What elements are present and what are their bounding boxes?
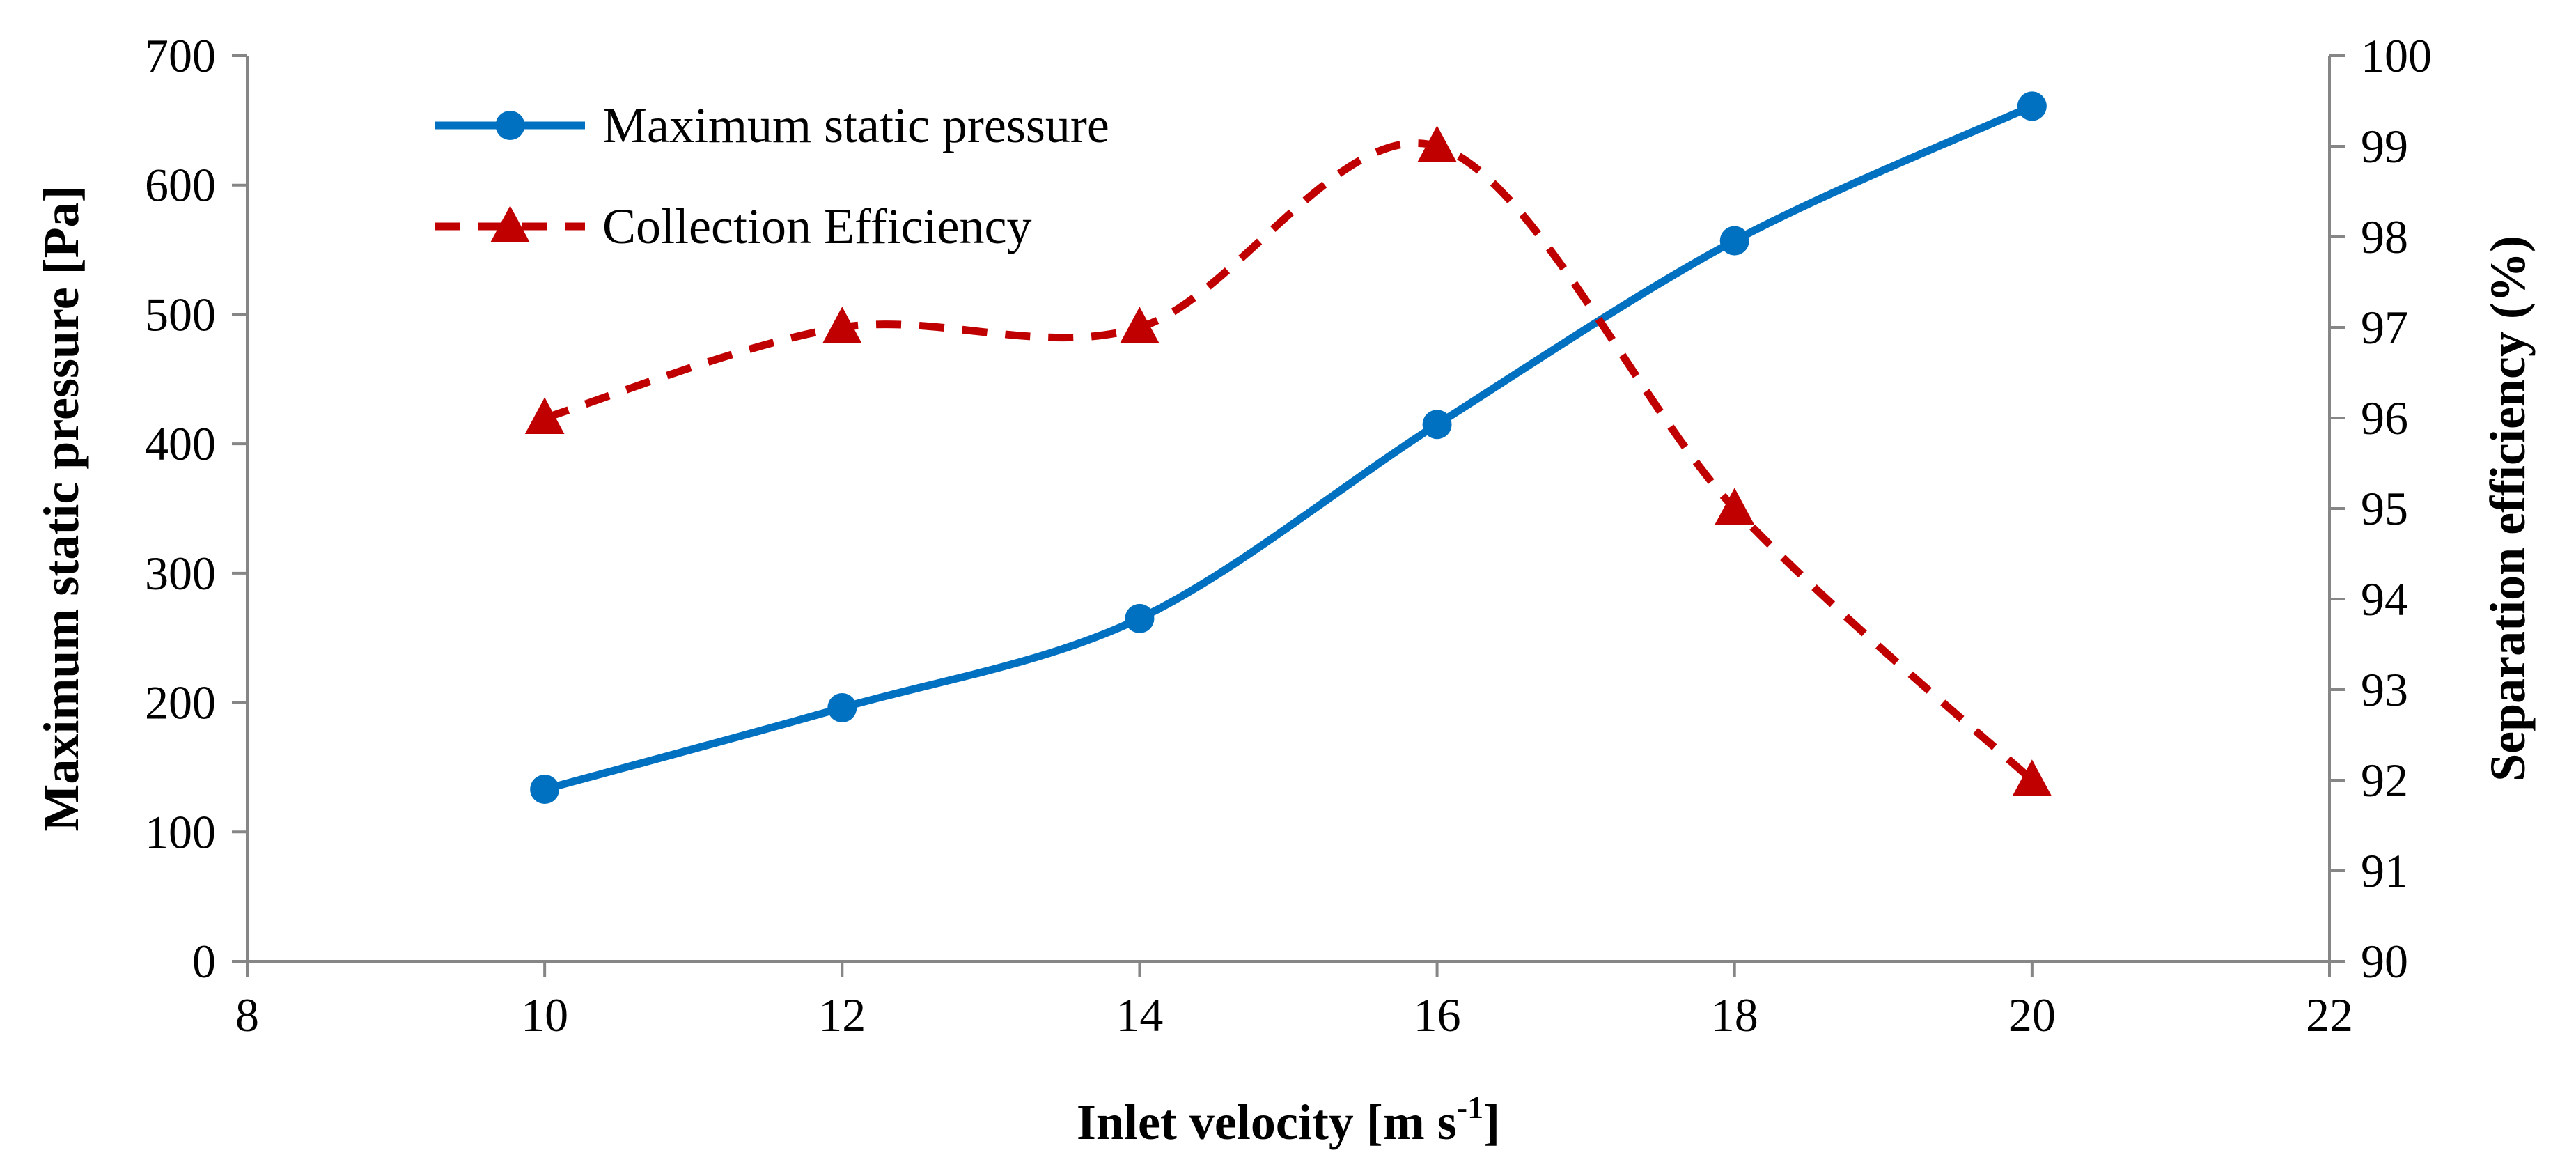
series-line: [543, 102, 2034, 793]
legend-item: Collection Efficiency: [435, 199, 1031, 254]
data-point-circle: [2017, 91, 2047, 121]
y2-tick-label: 97: [2361, 301, 2408, 354]
legend-item: Maximum static pressure: [435, 98, 1109, 153]
y-tick-label: 0: [192, 935, 216, 988]
data-point-triangle: [2012, 759, 2052, 796]
data-point-circle: [1125, 603, 1155, 633]
y-tick-label: 500: [145, 288, 216, 341]
y-tick-label: 600: [145, 159, 216, 212]
y2-tick-label: 96: [2361, 391, 2408, 444]
y-tick-label: 700: [145, 29, 216, 82]
data-point-triangle: [1715, 488, 1755, 525]
x-tick-label: 8: [235, 988, 259, 1041]
y2-axis-title: Separation efficiency (%): [2480, 235, 2536, 782]
legend-label: Collection Efficiency: [602, 199, 1031, 254]
y2-tick-label: 92: [2361, 754, 2408, 807]
legend-marker-circle: [495, 111, 525, 140]
data-point-circle: [1422, 410, 1452, 440]
x-tick-label: 12: [818, 988, 866, 1041]
x-tick-label: 22: [2306, 988, 2353, 1041]
legend-marker-triangle: [490, 205, 530, 242]
x-axis-title-main: Inlet velocity [m s: [1077, 1094, 1457, 1150]
y-tick-label: 300: [145, 547, 216, 600]
y2-tick-label: 93: [2361, 663, 2408, 716]
data-point-triangle: [1120, 307, 1160, 343]
label-layer: Inlet velocity [m s-1] Maximum static pr…: [33, 185, 2536, 1150]
series-1: [530, 91, 2047, 804]
data-point-circle: [530, 775, 560, 804]
legend: Maximum static pressure Collection Effici…: [435, 98, 1109, 254]
y2-tick-label: 100: [2361, 29, 2432, 82]
y-tick-label: 200: [145, 676, 216, 729]
legend-label: Maximum static pressure: [602, 98, 1109, 153]
data-point-triangle: [524, 397, 565, 434]
y2-tick-label: 90: [2361, 935, 2408, 988]
data-point-circle: [827, 693, 857, 722]
x-axis-title: Inlet velocity [m s-1]: [1077, 1089, 1500, 1150]
data-point-triangle: [1417, 125, 1457, 162]
x-tick-label: 18: [1711, 988, 1758, 1041]
axes-layer: 8 10 12 14 16 18 20 22 0 100 200 300 400 500 600 700 90 9…: [145, 29, 2432, 1041]
y2-tick-label: 98: [2361, 210, 2408, 263]
y2-tick-label: 91: [2361, 844, 2408, 897]
y-axis-title: Maximum static pressure [Pa]: [33, 185, 89, 831]
x-tick-label: 10: [521, 988, 568, 1041]
y2-tick-label: 99: [2361, 120, 2408, 173]
series-2: [524, 125, 2052, 796]
series-line: [543, 139, 2035, 784]
x-tick-label: 20: [2008, 988, 2056, 1041]
x-tick-label: 16: [1414, 988, 1461, 1041]
y-tick-label: 400: [145, 417, 216, 470]
y-tick-label: 100: [145, 805, 216, 858]
y2-tick-label: 95: [2361, 482, 2408, 535]
x-axis-title-end: ]: [1483, 1094, 1500, 1150]
y2-tick-label: 94: [2361, 573, 2408, 626]
data-point-triangle: [822, 307, 862, 343]
series-layer: [524, 91, 2052, 804]
x-axis-title-superscript: -1: [1457, 1089, 1483, 1125]
data-point-circle: [1719, 226, 1749, 256]
x-tick-label: 14: [1116, 988, 1163, 1041]
